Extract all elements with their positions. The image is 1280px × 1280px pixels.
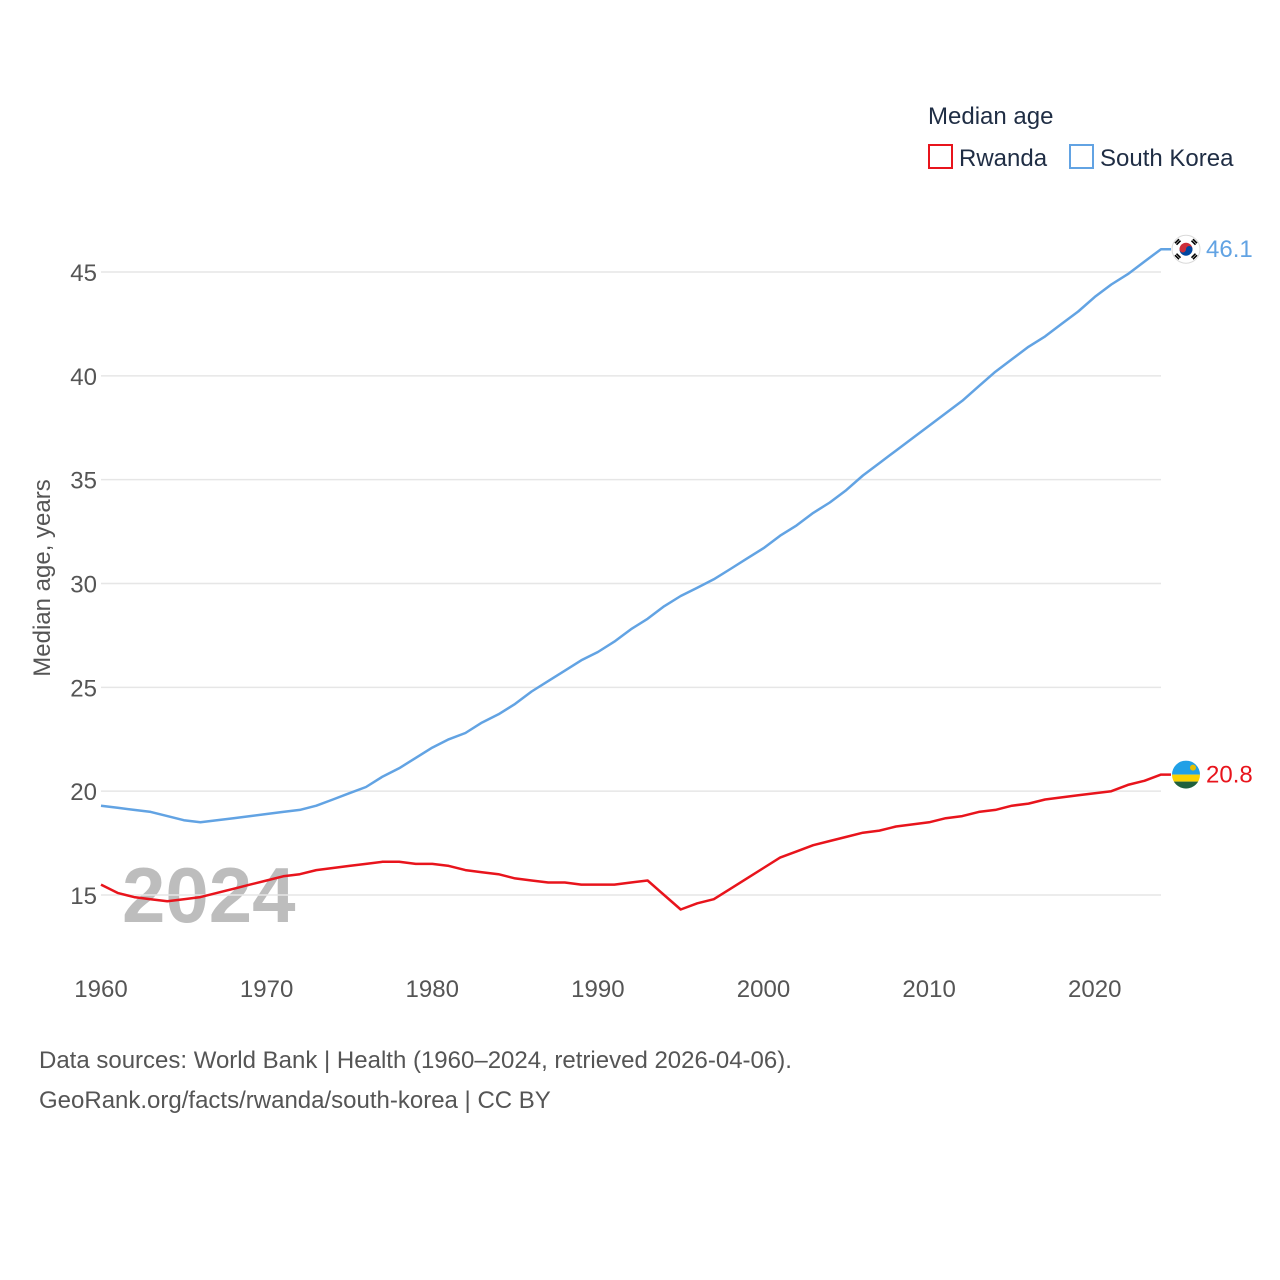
y-tick-label: 40 (70, 364, 97, 391)
y-tick-label: 35 (70, 468, 97, 495)
y-tick-label: 15 (70, 883, 97, 910)
series-lines (100, 247, 1171, 911)
series-line-south-korea[interactable] (100, 247, 1171, 824)
x-tick-label: 1960 (74, 976, 127, 1003)
legend-title: Median age (928, 103, 1053, 130)
legend-swatch-rwanda (928, 144, 953, 169)
x-tick-label: 1990 (571, 976, 624, 1003)
legend-item-south-korea[interactable]: South Korea (1069, 144, 1234, 172)
y-tick-label: 25 (70, 675, 97, 702)
end-label-south-korea: 46.1 (1206, 236, 1253, 263)
x-tick-label: 2020 (1068, 976, 1121, 1003)
legend-item-rwanda[interactable]: Rwanda (928, 144, 1048, 172)
y-tick-labels: 15 20 25 30 35 40 45 (70, 260, 97, 910)
legend-label-south-korea: South Korea (1100, 145, 1234, 172)
x-tick-label: 2010 (902, 976, 955, 1003)
y-tick-label: 30 (70, 572, 97, 599)
end-marker-south-korea: 46.1 (1171, 234, 1253, 264)
x-tick-label: 1970 (240, 976, 293, 1003)
legend: Median age Rwanda South Korea (928, 103, 1234, 172)
rwanda-flag-icon (1172, 760, 1200, 789)
data-sources: Data sources: World Bank | Health (1960–… (39, 1047, 792, 1074)
x-tick-labels: 1960 1970 1980 1990 2000 2010 2020 (74, 976, 1121, 1003)
attribution-link[interactable]: GeoRank.org/facts/rwanda/south-korea | C… (39, 1087, 551, 1114)
gridlines (101, 271, 1161, 896)
y-axis-title: Median age, years (29, 479, 56, 676)
y-tick-label: 20 (70, 779, 97, 806)
y-tick-label: 45 (70, 260, 97, 287)
x-tick-label: 2000 (737, 976, 790, 1003)
x-tick-label: 1980 (406, 976, 459, 1003)
legend-label-rwanda: Rwanda (959, 145, 1048, 172)
series-line-rwanda[interactable] (100, 773, 1171, 911)
south-korea-flag-icon (1171, 234, 1201, 264)
end-label-rwanda: 20.8 (1206, 762, 1253, 789)
legend-swatch-south-korea (1069, 144, 1094, 169)
end-marker-rwanda: 20.8 (1172, 760, 1253, 789)
